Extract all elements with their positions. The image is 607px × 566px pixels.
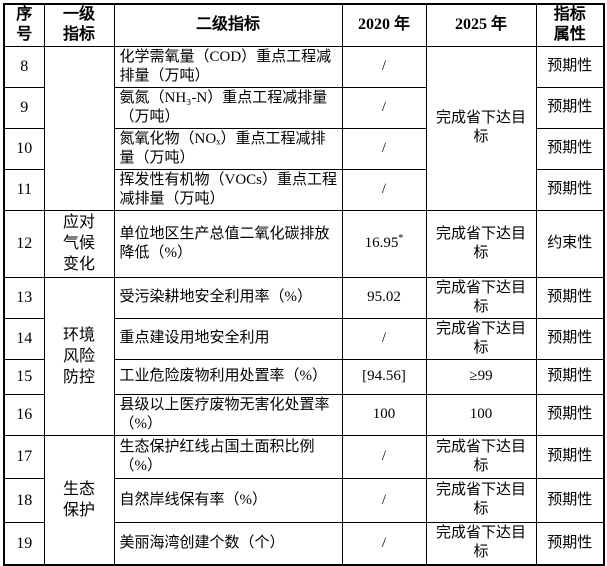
cell-level2: 自然岸线保有率（%）	[113, 477, 343, 523]
cell-2025: 100	[425, 393, 537, 436]
cell-attr: 预期性	[535, 276, 605, 319]
table-row: 8 化学需氧量（COD）重点工程减排量（万吨） / 完成省下达目标 预期性	[3, 45, 605, 211]
cell-2025: 完成省下达目标	[425, 209, 537, 278]
cell-level2: 氨氮（NH₃-N）重点工程减排量（万吨）	[113, 86, 343, 129]
cell-no: 13	[3, 276, 45, 319]
cell-level2: 生态保护红线占国土面积比例（%）	[113, 434, 343, 479]
cell-level2: 重点建设用地安全利用	[113, 317, 343, 360]
cell-2020: 16.95*	[341, 209, 427, 278]
cell-level2: 化学需氧量（COD）重点工程减排量（万吨）	[113, 45, 343, 88]
col-header-no: 序 号	[3, 3, 45, 47]
col-header-level2: 二级指标	[113, 3, 343, 47]
cell-no: 17	[3, 434, 45, 479]
table-row: 13 环境 风险 防控 受污染耕地安全利用率（%） 95.02 完成省下达目标 …	[3, 276, 605, 436]
cell-level1-merged: 生态 保护	[43, 434, 115, 566]
cell-attr: 预期性	[535, 45, 605, 88]
table-row: 16 县级以上医疗废物无害化处置率（%） 100 100 预期性	[3, 393, 605, 436]
cell-attr: 预期性	[535, 127, 605, 170]
cell-2025: 完成省下达目标	[425, 317, 537, 360]
cell-level1-merged	[43, 45, 115, 211]
cell-no: 18	[3, 477, 45, 523]
cell-2025: ≥99	[425, 358, 537, 395]
cell-no: 12	[3, 209, 45, 278]
cell-2025-merged: 完成省下达目标	[425, 45, 537, 211]
cell-2025: 完成省下达目标	[425, 477, 537, 523]
cell-attr: 预期性	[535, 317, 605, 360]
cell-no: 8	[3, 45, 45, 88]
indicator-table: 序 号 一级 指标 二级指标 2020 年 2025 年 指标 属性 8 化学需…	[3, 3, 605, 566]
cell-level2: 美丽海湾创建个数（个）	[113, 521, 343, 566]
col-header-level1: 一级 指标	[43, 3, 115, 47]
footnote-asterisk: *	[398, 233, 404, 244]
cell-2020: /	[341, 127, 427, 170]
col-header-2025: 2025 年	[425, 3, 537, 47]
cell-2025: 完成省下达目标	[425, 521, 537, 566]
table-row: 17 生态 保护 生态保护红线占国土面积比例（%） / 完成省下达目标 预期性	[3, 434, 605, 566]
cell-2020: 95.02	[341, 276, 427, 319]
cell-level2: 挥发性有机物（VOCs）重点工程减排量（万吨）	[113, 168, 343, 211]
cell-2020: /	[341, 434, 427, 479]
table-row: 9 氨氮（NH₃-N）重点工程减排量（万吨） / 预期性	[3, 86, 605, 129]
cell-2025: 完成省下达目标	[425, 434, 537, 479]
cell-attr: 预期性	[535, 393, 605, 436]
cell-level2: 县级以上医疗废物无害化处置率（%）	[113, 393, 343, 436]
cell-no: 11	[3, 168, 45, 211]
cell-attr: 预期性	[535, 86, 605, 129]
col-header-2020: 2020 年	[341, 3, 427, 47]
cell-no: 14	[3, 317, 45, 360]
cell-no: 10	[3, 127, 45, 170]
cell-level2: 单位地区生产总值二氧化碳排放降低（%）	[113, 209, 343, 278]
cell-2020: /	[341, 45, 427, 88]
cell-attr: 预期性	[535, 168, 605, 211]
col-header-attr: 指标 属性	[535, 3, 605, 47]
header-row: 序 号 一级 指标 二级指标 2020 年 2025 年 指标 属性	[3, 3, 605, 47]
table-row: 12 应对 气候 变化 单位地区生产总值二氧化碳排放降低（%） 16.95* 完…	[3, 209, 605, 278]
value-2020: 16.95	[364, 235, 399, 251]
cell-2020: 100	[341, 393, 427, 436]
cell-attr: 预期性	[535, 521, 605, 566]
cell-2020: /	[341, 86, 427, 129]
cell-attr: 预期性	[535, 434, 605, 479]
cell-attr: 预期性	[535, 477, 605, 523]
cell-2020: [94.56]	[341, 358, 427, 395]
table-row: 15 工业危险废物利用处置率（%） [94.56] ≥99 预期性	[3, 358, 605, 395]
cell-2020: /	[341, 477, 427, 523]
cell-attr: 约束性	[535, 209, 605, 278]
cell-2025: 完成省下达目标	[425, 276, 537, 319]
cell-level1: 应对 气候 变化	[43, 209, 115, 278]
cell-level2: 氮氧化物（NOₓ）重点工程减排量（万吨）	[113, 127, 343, 170]
cell-2020: /	[341, 521, 427, 566]
table-row: 18 自然岸线保有率（%） / 完成省下达目标 预期性	[3, 477, 605, 523]
cell-no: 15	[3, 358, 45, 395]
cell-no: 9	[3, 86, 45, 129]
cell-no: 19	[3, 521, 45, 566]
cell-attr: 预期性	[535, 358, 605, 395]
table-row: 19 美丽海湾创建个数（个） / 完成省下达目标 预期性	[3, 521, 605, 566]
cell-2020: /	[341, 317, 427, 360]
cell-2020: /	[341, 168, 427, 211]
cell-level2: 工业危险废物利用处置率（%）	[113, 358, 343, 395]
cell-no: 16	[3, 393, 45, 436]
table-row: 10 氮氧化物（NOₓ）重点工程减排量（万吨） / 预期性	[3, 127, 605, 170]
cell-level1-merged: 环境 风险 防控	[43, 276, 115, 436]
cell-level2: 受污染耕地安全利用率（%）	[113, 276, 343, 319]
table-row: 14 重点建设用地安全利用 / 完成省下达目标 预期性	[3, 317, 605, 360]
